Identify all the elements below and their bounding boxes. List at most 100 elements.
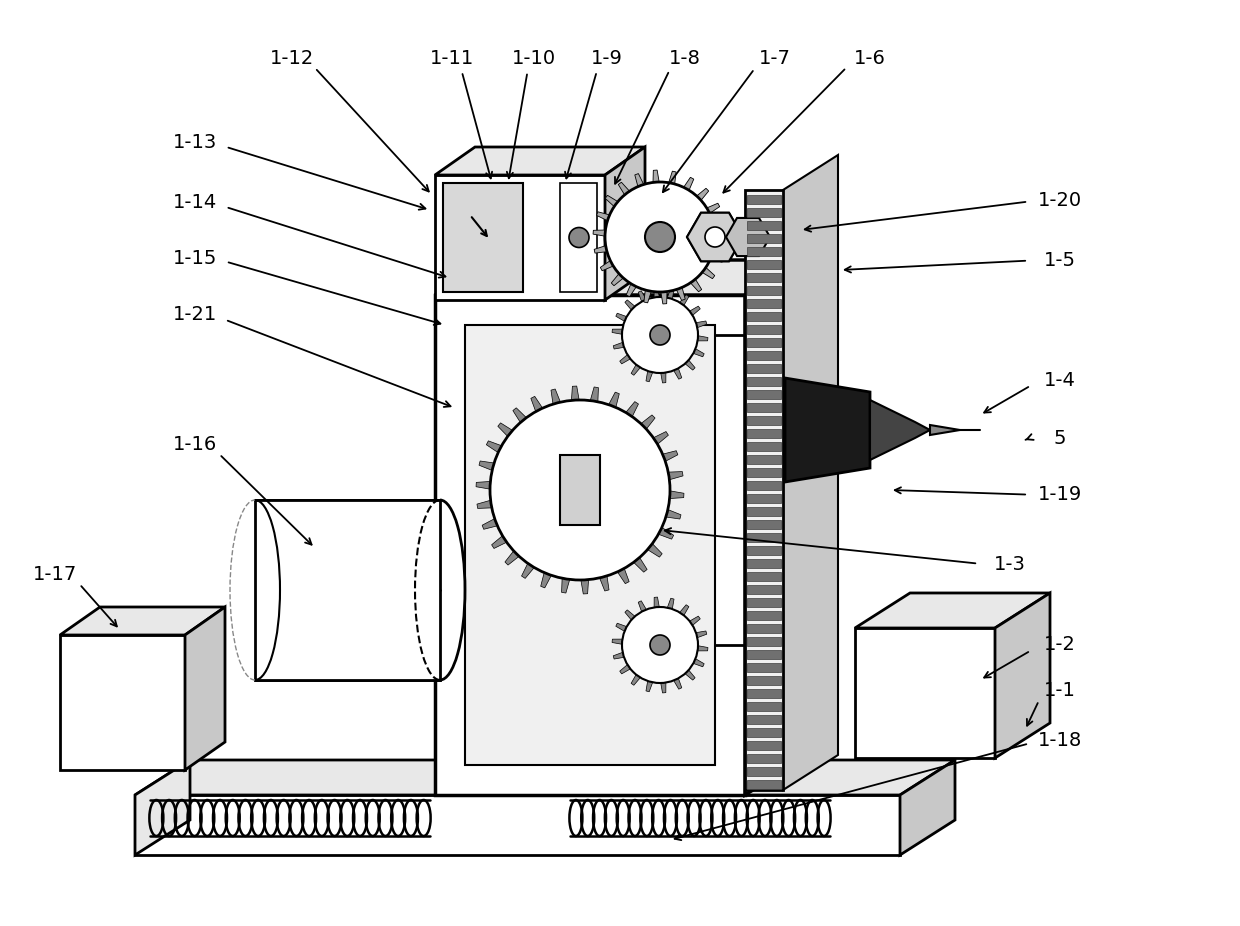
Polygon shape xyxy=(594,244,613,253)
Polygon shape xyxy=(682,357,696,370)
Bar xyxy=(746,442,781,451)
Bar xyxy=(746,312,781,321)
Bar xyxy=(746,247,781,256)
Bar xyxy=(746,221,781,230)
Polygon shape xyxy=(605,147,645,300)
Bar xyxy=(746,429,781,438)
Bar xyxy=(746,286,781,295)
Text: 1-13: 1-13 xyxy=(172,133,217,153)
Text: 1-20: 1-20 xyxy=(1038,191,1083,209)
Bar xyxy=(746,572,781,581)
Polygon shape xyxy=(614,341,627,349)
Polygon shape xyxy=(631,361,644,375)
Text: 1-19: 1-19 xyxy=(1038,485,1083,505)
Bar xyxy=(465,325,715,765)
Circle shape xyxy=(650,325,670,345)
Polygon shape xyxy=(135,760,955,795)
Polygon shape xyxy=(596,212,615,223)
Polygon shape xyxy=(613,639,626,645)
Polygon shape xyxy=(639,291,649,306)
Bar xyxy=(746,585,781,594)
Text: 1-15: 1-15 xyxy=(172,248,217,268)
Polygon shape xyxy=(616,313,631,323)
Text: 1-11: 1-11 xyxy=(430,48,474,68)
Polygon shape xyxy=(616,623,631,633)
Bar xyxy=(255,500,440,680)
Polygon shape xyxy=(635,173,646,192)
Polygon shape xyxy=(665,490,684,499)
Polygon shape xyxy=(60,607,224,635)
Text: 1-7: 1-7 xyxy=(759,48,791,68)
Polygon shape xyxy=(598,570,609,591)
Polygon shape xyxy=(782,155,838,790)
Text: 1-1: 1-1 xyxy=(1044,681,1076,699)
Bar xyxy=(746,741,781,750)
Bar xyxy=(746,468,781,477)
Bar xyxy=(746,767,781,776)
Polygon shape xyxy=(551,389,562,409)
Polygon shape xyxy=(614,651,627,659)
Polygon shape xyxy=(615,564,629,583)
Polygon shape xyxy=(631,671,644,685)
Polygon shape xyxy=(611,269,627,286)
Text: 1-10: 1-10 xyxy=(512,48,556,68)
Bar xyxy=(560,183,596,292)
Polygon shape xyxy=(660,369,666,383)
Polygon shape xyxy=(644,540,662,557)
Polygon shape xyxy=(706,251,723,262)
Text: 1-18: 1-18 xyxy=(1038,731,1083,749)
Bar xyxy=(746,598,781,607)
Text: 1-16: 1-16 xyxy=(172,435,217,455)
Bar xyxy=(746,403,781,412)
Polygon shape xyxy=(686,307,701,318)
Text: 1-4: 1-4 xyxy=(1044,370,1076,390)
Bar xyxy=(746,780,781,789)
Polygon shape xyxy=(660,286,667,304)
Text: 1-6: 1-6 xyxy=(854,48,885,68)
Polygon shape xyxy=(644,285,653,303)
Polygon shape xyxy=(522,558,537,579)
Polygon shape xyxy=(672,365,682,379)
Bar xyxy=(746,559,781,568)
Bar xyxy=(746,676,781,685)
Polygon shape xyxy=(435,175,605,300)
Polygon shape xyxy=(653,287,660,302)
Text: 1-8: 1-8 xyxy=(670,48,701,68)
Bar xyxy=(746,234,781,243)
Polygon shape xyxy=(692,631,707,639)
Polygon shape xyxy=(745,260,800,795)
Polygon shape xyxy=(605,195,622,210)
Polygon shape xyxy=(653,170,660,187)
Polygon shape xyxy=(541,568,554,588)
Polygon shape xyxy=(491,532,511,548)
Polygon shape xyxy=(622,402,639,421)
Polygon shape xyxy=(646,677,653,692)
Polygon shape xyxy=(646,367,653,382)
Polygon shape xyxy=(625,300,639,313)
Polygon shape xyxy=(661,507,681,519)
Circle shape xyxy=(706,227,725,247)
Polygon shape xyxy=(435,260,800,295)
Polygon shape xyxy=(486,441,506,456)
Bar xyxy=(746,338,781,347)
Polygon shape xyxy=(497,423,517,440)
Polygon shape xyxy=(677,605,689,619)
Polygon shape xyxy=(870,400,930,460)
Polygon shape xyxy=(666,598,675,613)
Polygon shape xyxy=(435,295,745,795)
Polygon shape xyxy=(785,378,870,482)
Bar xyxy=(746,494,781,503)
Bar xyxy=(746,754,781,763)
Circle shape xyxy=(650,635,670,655)
Circle shape xyxy=(605,182,715,292)
Bar xyxy=(746,273,781,282)
Bar xyxy=(746,728,781,737)
Polygon shape xyxy=(620,352,634,364)
Polygon shape xyxy=(675,282,686,300)
Polygon shape xyxy=(687,275,702,292)
Polygon shape xyxy=(637,415,655,433)
Polygon shape xyxy=(580,574,589,594)
Polygon shape xyxy=(505,547,523,565)
Text: 1-9: 1-9 xyxy=(591,48,622,68)
Polygon shape xyxy=(479,461,500,472)
